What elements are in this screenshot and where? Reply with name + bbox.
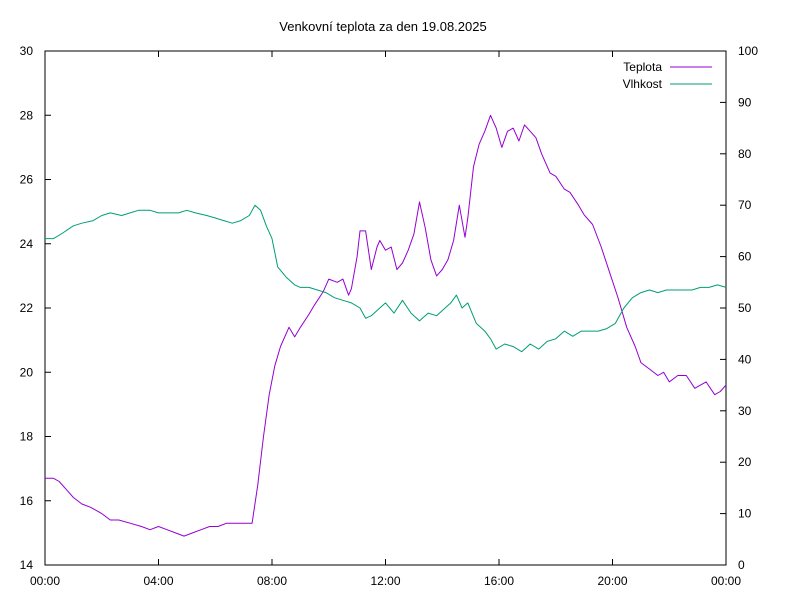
y2-tick-label: 30 <box>738 404 752 418</box>
axis-ticks: 00:00 04:00 08:00 12:00 16:00 20:00 00:00 14 16 1… <box>20 44 759 588</box>
y-tick-label: 14 <box>20 558 34 572</box>
series-line-teplota <box>45 114 727 537</box>
y2-tick-label: 20 <box>738 455 752 469</box>
x-tick-label: 12:00 <box>370 574 400 588</box>
y2-tick-label: 80 <box>738 147 752 161</box>
y-tick-label: 22 <box>20 301 34 315</box>
legend: Teplota Vlhkost <box>623 60 712 91</box>
x-tick-label: 00:00 <box>711 574 741 588</box>
y-tick-label: 26 <box>20 173 34 187</box>
y2-tick-label: 100 <box>738 44 758 58</box>
y2-tick-label: 70 <box>738 198 752 212</box>
y2-tick-label: 90 <box>738 95 752 109</box>
y2-tick-label: 50 <box>738 301 752 315</box>
y-tick-label: 24 <box>20 237 34 251</box>
y-tick-label: 30 <box>20 44 34 58</box>
x-tick-label: 08:00 <box>257 574 287 588</box>
y2-tick-label: 0 <box>738 558 745 572</box>
x-tick-label: 00:00 <box>30 574 60 588</box>
y2-tick-label: 60 <box>738 250 752 264</box>
series-line-vlhkost <box>45 204 727 353</box>
x-tick-label: 20:00 <box>597 574 627 588</box>
y-tick-label: 20 <box>20 365 34 379</box>
y2-tick-label: 40 <box>738 352 752 366</box>
y-tick-label: 28 <box>20 108 34 122</box>
y-tick-label: 18 <box>20 430 34 444</box>
chart-title: Venkovní teplota za den 19.08.2025 <box>279 19 486 34</box>
legend-label-vlhkost: Vlhkost <box>623 77 663 91</box>
legend-label-teplota: Teplota <box>623 60 662 74</box>
y-tick-label: 16 <box>20 494 34 508</box>
y2-tick-label: 10 <box>738 507 752 521</box>
x-tick-label: 16:00 <box>484 574 514 588</box>
x-tick-label: 04:00 <box>143 574 173 588</box>
series-layer <box>45 114 727 537</box>
